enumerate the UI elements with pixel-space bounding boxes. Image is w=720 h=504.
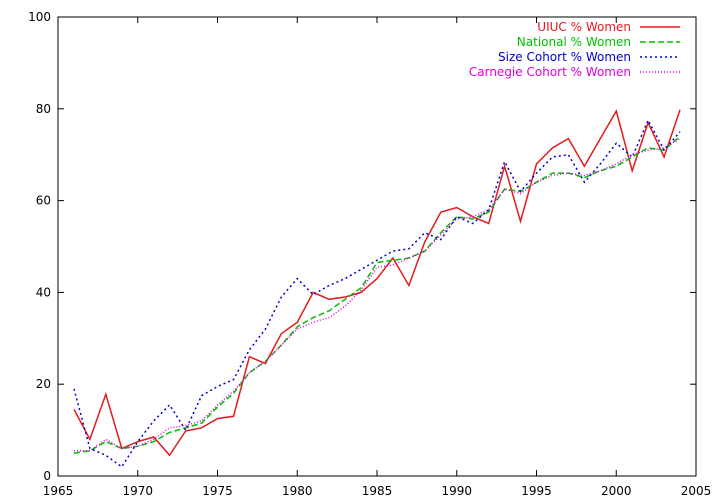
x-tick-label: 1975 <box>202 484 233 498</box>
y-tick-label: 40 <box>36 285 51 299</box>
x-tick-label: 1980 <box>282 484 313 498</box>
legend-label: Size Cohort % Women <box>498 50 631 64</box>
x-tick-label: 1965 <box>43 484 74 498</box>
x-tick-label: 1990 <box>441 484 472 498</box>
plot-frame <box>57 16 697 477</box>
x-tick-label: 2005 <box>681 484 712 498</box>
y-tick-label: 20 <box>36 377 51 391</box>
x-tick-label: 2000 <box>601 484 632 498</box>
y-tick-label: 0 <box>43 469 51 483</box>
y-tick-label: 100 <box>28 10 51 24</box>
series-line-3 <box>74 137 681 452</box>
series-line-0 <box>73 109 681 457</box>
x-tick-label: 1985 <box>362 484 393 498</box>
x-tick-label: 1970 <box>122 484 153 498</box>
y-axis: 0 20 40 60 80 100 <box>28 10 696 483</box>
y-tick-label: 80 <box>36 102 51 116</box>
legend-label: National % Women <box>517 35 631 49</box>
x-axis: 1965 1970 1975 1980 1985 1990 1995 2000 2005 <box>43 17 712 498</box>
series-layer <box>73 109 681 468</box>
x-tick-label: 1995 <box>521 484 552 498</box>
series-line-2 <box>73 118 681 468</box>
legend-label: UIUC % Women <box>537 20 631 34</box>
series-line-1 <box>73 135 681 454</box>
legend-label: Carnegie Cohort % Women <box>469 65 631 79</box>
y-tick-label: 60 <box>36 194 51 208</box>
